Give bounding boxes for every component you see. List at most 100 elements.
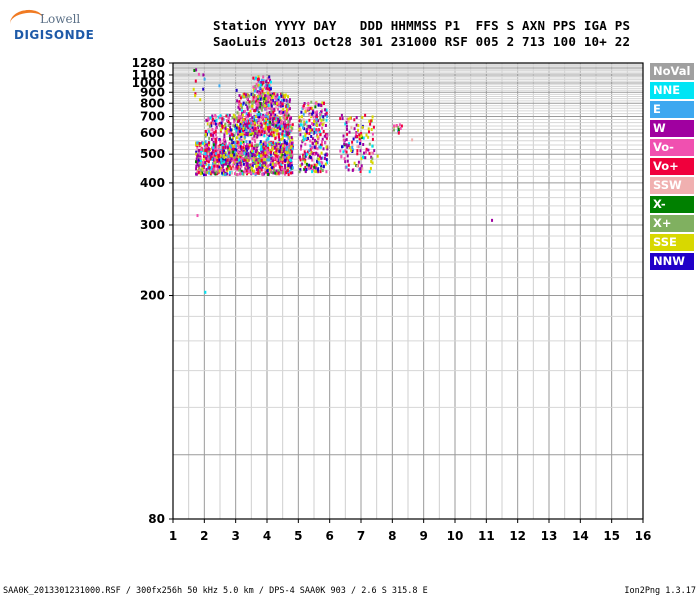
data-point [278,141,281,145]
data-point [371,137,374,141]
data-point [226,144,229,148]
data-point [371,157,374,161]
data-point [228,113,231,117]
data-point [345,121,348,125]
data-point [346,159,349,163]
data-point [199,143,202,147]
data-point [224,145,227,149]
data-point [263,92,266,96]
data-point [491,218,494,222]
data-point [270,150,273,154]
data-point [324,113,327,116]
data-point [305,152,308,156]
data-point [204,149,207,152]
data-point [283,124,286,128]
data-point [270,102,273,106]
data-point [260,154,262,158]
data-point [228,172,231,176]
x-tick-label: 2 [200,529,208,543]
data-point [257,158,260,162]
data-point [258,86,261,90]
data-point [315,163,318,167]
data-point [267,155,270,159]
data-point [224,151,227,155]
data-point [258,115,261,119]
data-point [399,127,402,130]
data-point [205,145,207,149]
data-point [230,138,233,142]
data-point [241,113,244,117]
data-point [252,93,255,97]
data-point [228,134,231,138]
data-point [247,126,250,130]
data-point [247,112,250,116]
data-point [229,147,231,151]
data-point [260,81,263,84]
data-point [322,118,325,121]
data-point [233,120,236,124]
data-point [219,114,222,118]
data-point [202,73,205,77]
data-point [238,107,241,111]
data-point [361,167,364,171]
data-point [246,122,249,126]
data-point [281,153,284,157]
data-point [225,167,228,171]
data-point [275,142,278,146]
data-point [214,137,217,141]
data-point [266,87,269,91]
data-point [300,123,303,127]
data-point [276,172,279,176]
data-point [282,144,284,148]
data-point [255,158,258,162]
footer-file-info: SAA0K_2013301231000.RSF / 300fx256h 50 k… [3,586,428,596]
data-point [255,127,258,131]
data-point [310,100,313,104]
data-point [252,95,255,99]
data-point [251,106,254,110]
data-point [299,164,302,168]
data-point [284,109,287,113]
data-point [204,134,207,138]
data-point [258,124,261,128]
data-point [229,122,232,126]
data-point [200,168,203,172]
data-point [283,117,286,121]
data-point [237,119,240,123]
data-point [250,113,252,117]
data-point [238,137,241,141]
data-point [311,170,314,174]
data-point [279,157,281,161]
data-point [261,173,264,177]
data-point [213,145,216,149]
data-point [202,87,205,91]
data-point [221,117,224,121]
data-point [247,119,250,123]
data-point [264,100,266,104]
data-point [258,106,261,110]
data-point [306,137,309,140]
data-point [281,161,284,165]
data-point [236,140,239,144]
data-point [206,132,208,136]
data-point [229,171,231,175]
data-point [223,156,226,159]
data-point [271,159,274,163]
data-point [290,154,293,158]
data-point [246,146,249,150]
data-point [310,112,313,116]
data-point [258,129,261,133]
data-point [246,132,249,136]
data-point [285,128,288,132]
data-point [239,103,242,107]
x-tick-label: 15 [603,529,620,543]
data-point [290,164,293,168]
data-point [207,152,210,156]
data-point [326,161,329,165]
data-point [257,112,260,116]
data-point [232,163,235,167]
data-point [245,93,248,97]
data-point [267,112,270,116]
data-point [268,127,271,131]
data-point [233,148,236,151]
